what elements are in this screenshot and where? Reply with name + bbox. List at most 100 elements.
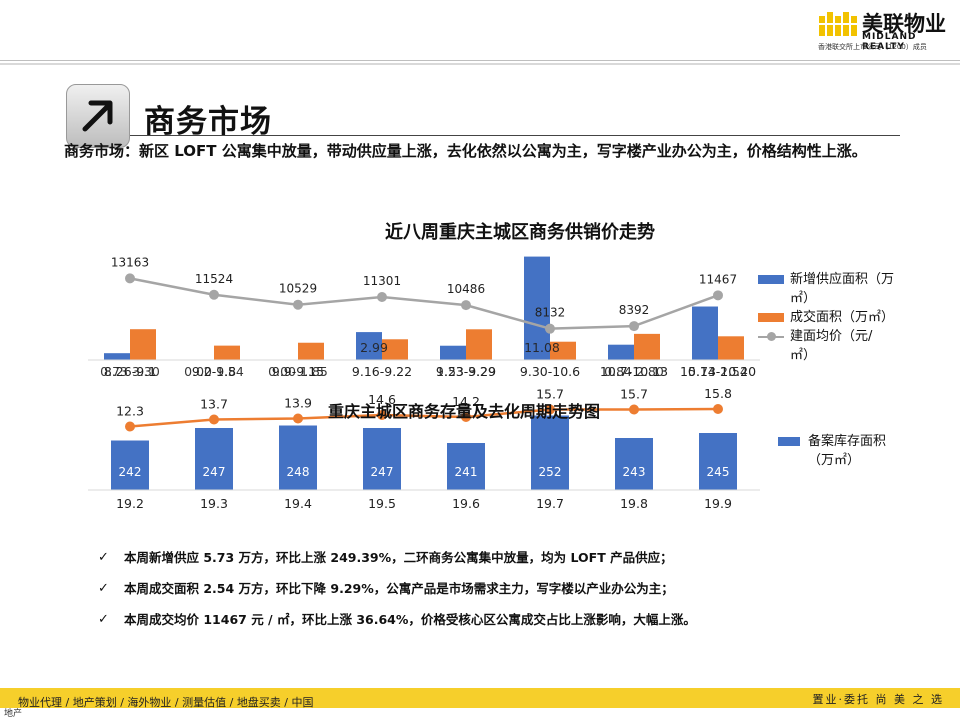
footer-bar: 物业代理 / 地产策划 / 海外物业 / 测量估值 / 地盘买卖 / 中国 置业… xyxy=(0,688,960,710)
price-label: 11467 xyxy=(699,272,737,286)
cycle-line xyxy=(129,407,719,428)
chart1-category-label: 9.23-9.29 xyxy=(436,364,496,379)
footer-item: 物业代理 / xyxy=(18,696,73,709)
header-divider xyxy=(0,60,960,61)
cycle-label: 13.7 xyxy=(200,397,228,412)
price-point xyxy=(125,273,135,284)
check-icon: ✓ xyxy=(98,612,109,627)
inventory-bar xyxy=(531,415,569,490)
inventory-bar xyxy=(699,433,737,490)
chart2-category-label: 19.8 xyxy=(620,496,648,511)
footer-services: 物业代理 / 地产策划 / 海外物业 / 测量估值 / 地盘买卖 / 中国 xyxy=(18,691,314,710)
footer-slogan: 置业·委托 尚 美 之 选 xyxy=(812,693,944,706)
chart1-category-label: 9.30-10.6 xyxy=(520,364,580,379)
cycle-point xyxy=(713,404,723,414)
inventory-bar xyxy=(195,428,233,490)
logo-chinese: 美联物业 xyxy=(862,12,946,36)
chart1-value-label: 11.08 xyxy=(524,340,560,355)
chart1-value-label: 5.73 2.54 xyxy=(688,364,748,379)
inventory-chart: 242 247 248 247 241 252 243 245 12.3 13.7 13.9 14.6… xyxy=(88,386,760,511)
legend-new-supply-line2: ㎡） xyxy=(790,291,817,306)
cycle-point xyxy=(125,421,135,432)
footer-item: 地产策划 / xyxy=(72,696,128,709)
price-point xyxy=(713,290,723,301)
transaction-bar xyxy=(382,339,408,360)
finding-text: 本周新增供应 5.73 万方，环比上涨 249.39%，二环商务公寓集中放量，均… xyxy=(124,550,673,565)
chart1-value-label: 1.53 3.29 xyxy=(436,364,496,379)
legend-swatch-inventory xyxy=(778,437,800,446)
chart2-category-label: 19.3 xyxy=(200,496,228,511)
cycle-label: 15.7 xyxy=(536,387,564,402)
price-label: 8392 xyxy=(619,303,650,317)
inventory-label: 245 xyxy=(707,465,730,479)
cycle-point xyxy=(209,414,219,425)
chart2-category-label: 19.6 xyxy=(452,496,480,511)
cycle-label: 15.7 xyxy=(620,387,648,402)
price-label: 11524 xyxy=(195,272,233,286)
chart2-title: 重庆主城区商务存量及去化周期走势图 xyxy=(328,402,601,421)
chart1-value-label: 0.84 2.80 xyxy=(604,364,664,379)
inventory-bar xyxy=(615,438,653,490)
inventory-bar xyxy=(111,440,149,490)
inventory-label: 248 xyxy=(287,465,310,479)
legend-swatch-blue xyxy=(758,275,784,284)
legend-price-line2: ㎡） xyxy=(790,348,817,363)
legend-new-supply-line1: 新增供应面积（万 xyxy=(790,272,895,287)
page-title: 商务市场 xyxy=(144,104,272,140)
transaction-bar xyxy=(214,345,240,360)
legend-inventory-line1: 备案库存面积 xyxy=(808,434,887,449)
logo-english: MIDLAND REALTY xyxy=(862,32,917,52)
supply-bar xyxy=(356,332,382,360)
supply-bar xyxy=(440,345,466,360)
chart2-category-label: 19.9 xyxy=(704,496,732,511)
transaction-bar xyxy=(298,342,324,360)
transaction-bar xyxy=(130,329,156,360)
legend-inventory-line2: （万㎡） xyxy=(808,453,861,468)
legend-swatch-orange xyxy=(758,313,784,322)
finding-text: 本周成交均价 11467 元 / ㎡，环比上涨 36.64%，价格受核心区公寓成… xyxy=(124,612,696,627)
footer-item: 地盘买卖 / xyxy=(236,696,292,709)
logo-subtitle: 香港联交所上市公司（1200）成员 xyxy=(818,43,927,51)
price-point xyxy=(209,289,219,300)
corner-text: 地产 xyxy=(4,709,23,719)
transaction-bar xyxy=(550,341,576,360)
cycle-point xyxy=(293,413,303,424)
legend-transaction-line1: 成交面积（万㎡） xyxy=(790,310,895,325)
check-icon: ✓ xyxy=(98,581,109,596)
chart2-category-label: 19.4 xyxy=(284,496,312,511)
price-point xyxy=(461,300,471,311)
header-divider-shadow xyxy=(0,63,960,65)
transaction-bar xyxy=(718,336,744,360)
chart1-category-label: 10.7-10.13 xyxy=(600,364,668,379)
arrow-badge xyxy=(66,84,130,148)
chart1-category-label: 9.9-9.15 xyxy=(272,364,324,379)
chart1-value-label: 0.00 1.85 xyxy=(268,364,328,379)
supply-price-chart: 13163 11524 10529 11301 10486 8132 8392 11467 8.… xyxy=(88,255,760,379)
chart2-category-label: 19.5 xyxy=(368,496,396,511)
price-label: 11301 xyxy=(363,274,401,288)
inventory-label: 243 xyxy=(623,465,646,479)
key-findings: ✓ 本周新增供应 5.73 万方，环比上涨 249.39%，二环商务公寓集中放量… xyxy=(98,548,918,641)
inventory-bar xyxy=(279,425,317,490)
footer-item: 中国 xyxy=(291,696,314,709)
footer-item: 海外物业 / xyxy=(127,696,183,709)
supply-bar xyxy=(104,353,130,360)
chart1-category-label: 9.16-9.22 xyxy=(352,364,412,379)
supply-bar xyxy=(692,306,718,360)
cycle-label: 13.9 xyxy=(284,396,312,411)
chart1-category-label: 10.14-10.20 xyxy=(680,364,756,379)
midland-logo: 美联物业 MIDLAND REALTY 香港联交所上市公司（1200）成员 xyxy=(818,8,956,52)
transaction-bar xyxy=(634,333,660,360)
inventory-label: 247 xyxy=(371,465,394,479)
chart1-legend: 新增供应面积（万 ㎡） 成交面积（万㎡） 建面均价（元/ ㎡） xyxy=(758,270,908,380)
finding-text: 本周成交面积 2.54 万方，环比下降 9.29%，公寓产品是市场需求主力，写字… xyxy=(124,581,674,596)
inventory-bar xyxy=(447,443,485,490)
cycle-point xyxy=(545,404,555,415)
chart2-category-label: 19.7 xyxy=(536,496,564,511)
cycle-label: 14.2 xyxy=(452,394,480,409)
finding-item: ✓ 本周成交均价 11467 元 / ㎡，环比上涨 36.64%，价格受核心区公… xyxy=(98,610,918,641)
arrow-up-right-icon xyxy=(82,100,113,132)
chart1-value-label: 2.99 xyxy=(360,340,388,355)
chart1-title: 近八周重庆主城区商务供销价走势 xyxy=(385,222,655,243)
page-subtitle: 商务市场：新区 LOFT 公寓集中放量，带动供应量上涨，去化依然以公寓为主，写字… xyxy=(64,142,867,160)
